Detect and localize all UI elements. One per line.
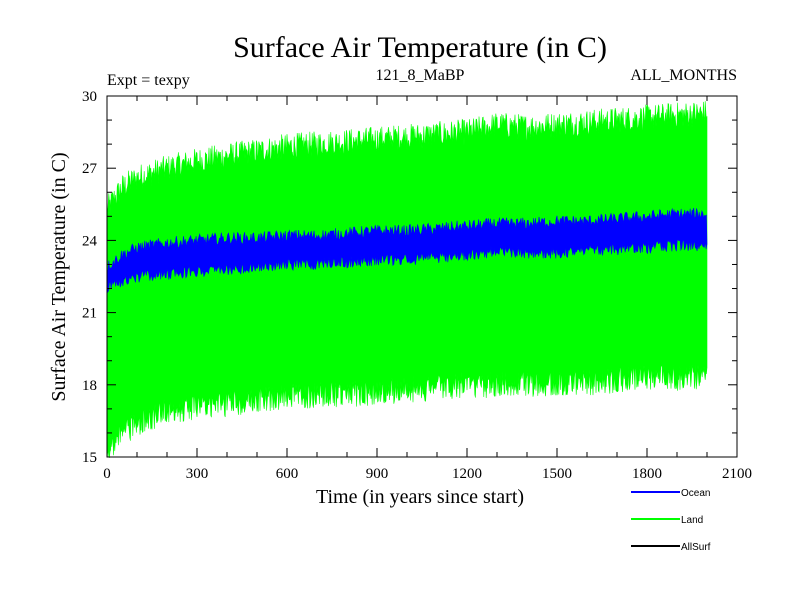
x-tick-label: 600 (276, 466, 299, 482)
x-axis-label: Time (in years since start) (316, 486, 524, 508)
y-tick-label: 18 (82, 378, 97, 394)
legend-label-allsurf: AllSurf (681, 542, 711, 553)
x-tick-label: 1500 (542, 466, 572, 482)
legend: Ocean Land AllSurf (631, 488, 711, 553)
y-tick-label: 24 (82, 233, 98, 249)
chart-title: Surface Air Temperature (in C) (233, 31, 607, 64)
plot-frame (106, 95, 738, 458)
x-tick-label: 1800 (632, 466, 662, 482)
expt-label: Expt = texpy (107, 72, 190, 89)
legend-label-land: Land (681, 515, 703, 526)
y-axis-label: Surface Air Temperature (in C) (48, 152, 70, 401)
x-tick-label: 900 (366, 466, 389, 482)
y-tick-label: 15 (82, 450, 97, 466)
y-axis-tick-labels: 15 18 21 24 27 30 (82, 89, 98, 466)
y-tick-label: 27 (82, 161, 98, 177)
series-band-land (106, 101, 708, 458)
x-tick-label: 0 (103, 466, 111, 482)
series-band-ocean (106, 207, 708, 293)
axis-ticks (106, 95, 738, 458)
x-axis-tick-labels: 0 300 600 900 1200 1500 1800 2100 (103, 466, 752, 482)
x-tick-label: 300 (186, 466, 209, 482)
x-tick-label: 2100 (722, 466, 752, 482)
legend-label-ocean: Ocean (681, 488, 710, 499)
y-tick-label: 30 (82, 89, 97, 105)
plot-area (106, 101, 708, 458)
x-tick-label: 1200 (452, 466, 482, 482)
y-tick-label: 21 (82, 306, 97, 322)
chart-subtitle: 121_8_MaBP (376, 67, 465, 84)
months-label: ALL_MONTHS (630, 67, 737, 84)
